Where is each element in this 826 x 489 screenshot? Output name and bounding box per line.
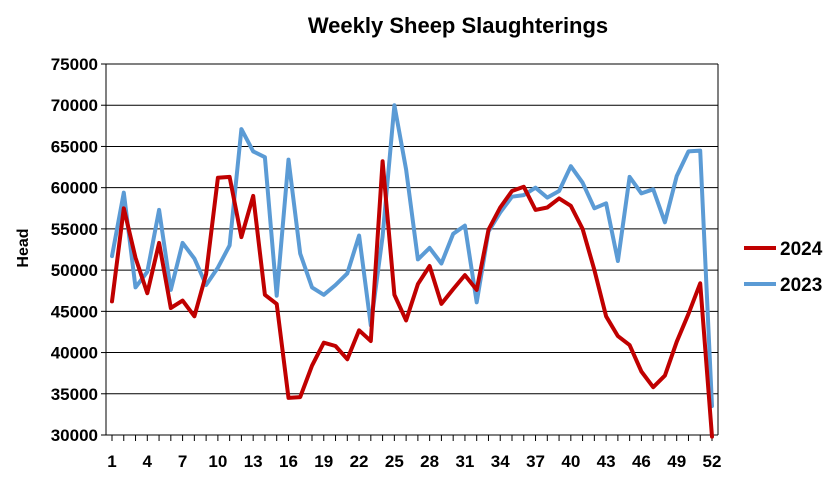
x-axis-ticks: 1 4 7 10 13 16 19 22 25 28 31 34 37 40 43 46 49 52 [107,452,721,471]
y-axis-label: Head [15,228,32,267]
x-tick-label: 13 [244,452,263,471]
y-tick-label: 35000 [51,385,98,404]
x-tick-label: 40 [561,452,580,471]
legend-label-2024: 2024 [780,239,823,260]
x-tick-label: 46 [632,452,651,471]
y-axis-ticks: 30000 35000 40000 45000 50000 55000 60000 65000… [51,55,98,445]
x-tick-label: 37 [526,452,545,471]
x-tick-label: 1 [107,452,116,471]
y-tick-label: 75000 [51,55,98,74]
series-line-2023 [110,103,714,409]
legend-label-2023: 2023 [780,275,822,296]
x-tick-label: 19 [314,452,333,471]
x-tick-label: 4 [143,452,153,471]
x-tick-label: 7 [178,452,187,471]
y-tick-label: 45000 [51,302,98,321]
y-tick-label: 30000 [51,426,98,445]
x-tick-label: 10 [208,452,227,471]
y-tick-label: 40000 [51,344,98,363]
gridlines [101,63,719,441]
y-tick-label: 55000 [51,220,98,239]
x-tick-label: 43 [597,452,616,471]
y-tick-label: 50000 [51,261,98,280]
chart-title: Weekly Sheep Slaughterings [308,13,608,38]
y-tick-label: 60000 [51,179,98,198]
x-tick-label: 28 [420,452,439,471]
x-tick-label: 34 [491,452,510,471]
y-tick-label: 65000 [51,137,98,156]
x-tick-label: 49 [667,452,686,471]
x-tick-label: 22 [350,452,369,471]
x-tick-label: 52 [703,452,722,471]
series-line-2024 [110,159,714,439]
series-lines [110,103,714,439]
x-tick-label: 25 [385,452,404,471]
x-tick-label: 16 [279,452,298,471]
y-tick-label: 70000 [51,96,98,115]
legend: 2024 2023 [744,239,823,296]
x-tick-label: 31 [455,452,474,471]
